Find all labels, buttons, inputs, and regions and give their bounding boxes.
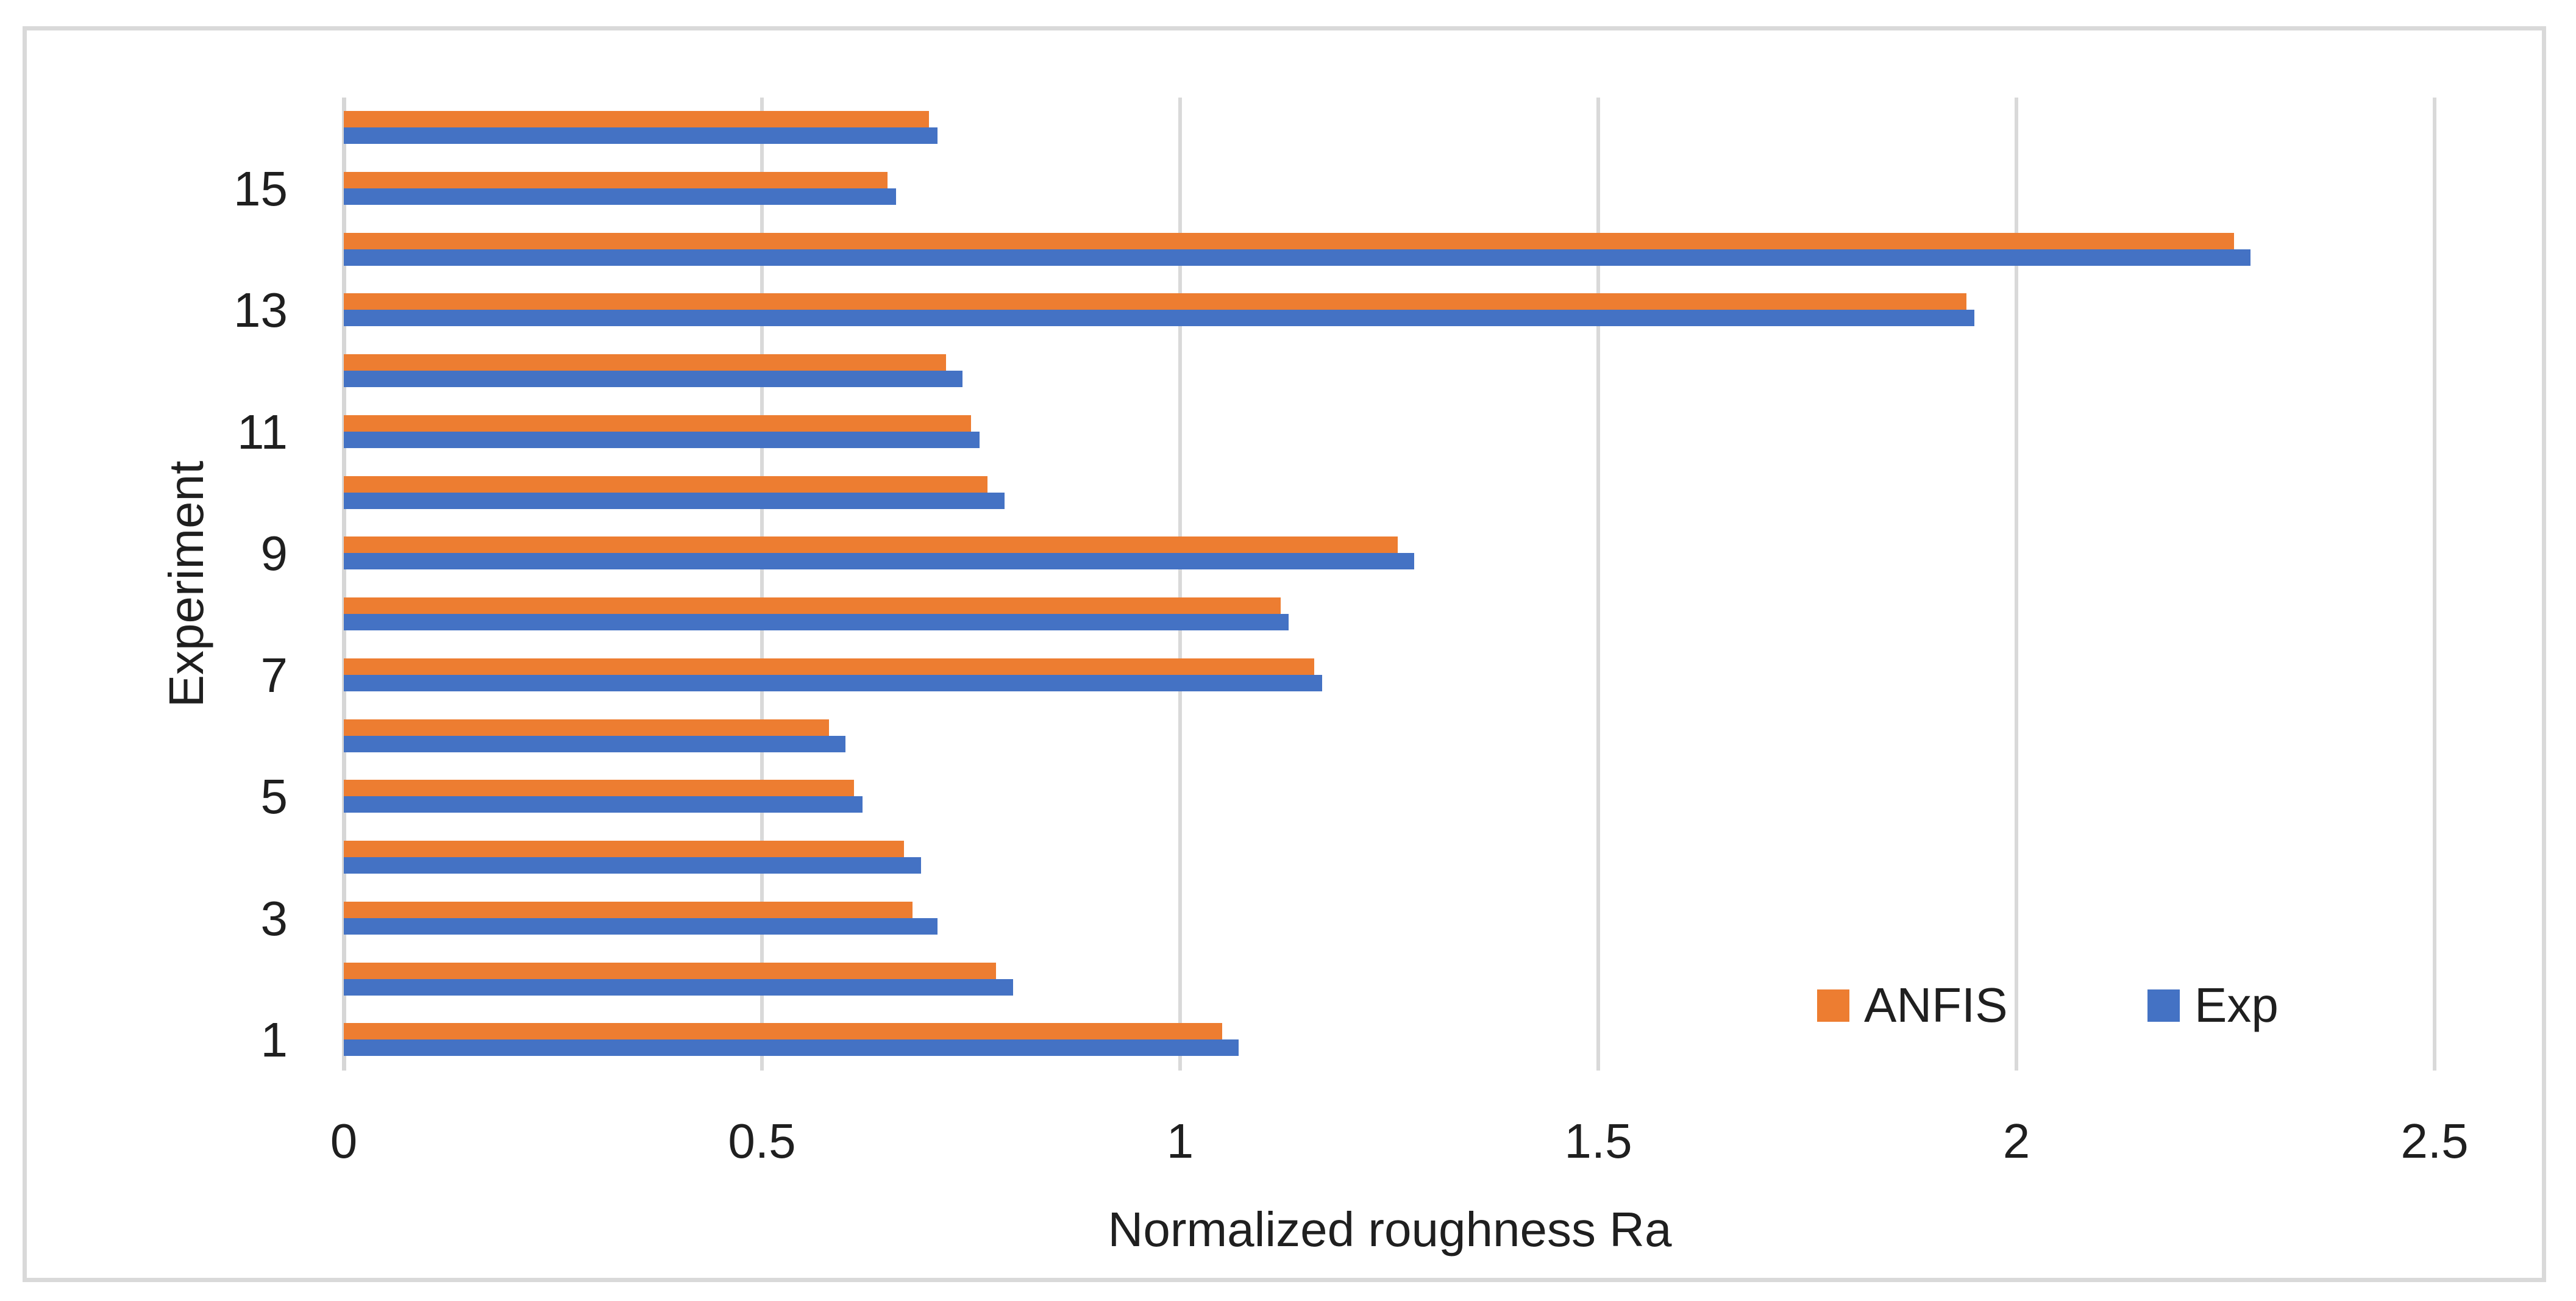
bar-exp-exp14	[344, 249, 2250, 266]
bar-exp-exp1	[344, 1039, 1239, 1056]
gridline-x-2.5	[2433, 98, 2436, 1071]
bar-exp-exp8	[344, 614, 1289, 630]
legend-swatch-exp	[2147, 989, 2180, 1022]
y-tick-label-5: 5	[260, 769, 288, 824]
y-axis-title: Experiment	[159, 460, 213, 708]
bar-anfis-exp16	[344, 111, 929, 127]
x-tick-label-0.5: 0.5	[728, 1114, 796, 1168]
x-tick-label-1: 1	[1166, 1114, 1194, 1168]
legend-entry-exp: Exp	[2147, 981, 2279, 1030]
legend-label-anfis: ANFIS	[1864, 978, 2008, 1032]
bar-exp-exp10	[344, 493, 1005, 509]
bar-anfis-exp7	[344, 658, 1314, 675]
y-tick-label-15: 15	[233, 162, 288, 216]
x-tick-label-2: 2	[2002, 1114, 2030, 1168]
y-tick-label-11: 11	[237, 405, 288, 459]
bar-exp-exp4	[344, 857, 921, 874]
bar-anfis-exp13	[344, 293, 1966, 310]
bar-anfis-exp12	[344, 354, 946, 371]
bar-anfis-exp4	[344, 841, 904, 857]
gridline-x-1	[1178, 98, 1182, 1071]
y-axis-line	[342, 98, 346, 1071]
bar-anfis-exp6	[344, 719, 829, 736]
x-tick-label-0: 0	[330, 1114, 358, 1168]
y-tick-label-13: 13	[233, 283, 288, 337]
chart-area-border	[23, 26, 2546, 1282]
legend-entry-anfis: ANFIS	[1817, 981, 2008, 1030]
bar-exp-exp12	[344, 371, 962, 387]
bar-anfis-exp9	[344, 536, 1398, 553]
bar-anfis-exp11	[344, 415, 971, 432]
y-tick-label-9: 9	[260, 526, 288, 580]
bar-anfis-exp10	[344, 476, 987, 493]
x-tick-label-2.5: 2.5	[2400, 1114, 2469, 1168]
bar-exp-exp15	[344, 188, 896, 205]
gridline-x-2	[2015, 98, 2018, 1071]
bar-anfis-exp1	[344, 1023, 1222, 1039]
bar-exp-exp11	[344, 432, 980, 448]
bar-anfis-exp8	[344, 597, 1281, 614]
x-tick-label-1.5: 1.5	[1564, 1114, 1632, 1168]
bar-exp-exp6	[344, 736, 845, 752]
y-tick-label-1: 1	[260, 1013, 288, 1067]
y-tick-label-7: 7	[260, 648, 288, 702]
bar-exp-exp3	[344, 918, 938, 935]
bar-exp-exp13	[344, 310, 1974, 326]
bar-exp-exp16	[344, 127, 938, 144]
bar-anfis-exp14	[344, 233, 2234, 249]
legend-label-exp: Exp	[2194, 978, 2279, 1032]
y-tick-label-3: 3	[260, 891, 288, 946]
bar-anfis-exp2	[344, 963, 996, 979]
x-axis-title: Normalized roughness Ra	[1108, 1202, 1672, 1256]
bar-anfis-exp5	[344, 780, 854, 796]
bar-exp-exp9	[344, 553, 1414, 569]
bar-anfis-exp3	[344, 902, 913, 918]
bar-exp-exp2	[344, 979, 1013, 996]
gridline-x-1.5	[1596, 98, 1600, 1071]
legend-swatch-anfis	[1817, 989, 1849, 1022]
plot-area	[342, 98, 2436, 1071]
bar-exp-exp7	[344, 675, 1322, 691]
gridline-x-0.5	[760, 98, 764, 1071]
bar-exp-exp5	[344, 796, 863, 813]
bar-anfis-exp15	[344, 172, 888, 188]
